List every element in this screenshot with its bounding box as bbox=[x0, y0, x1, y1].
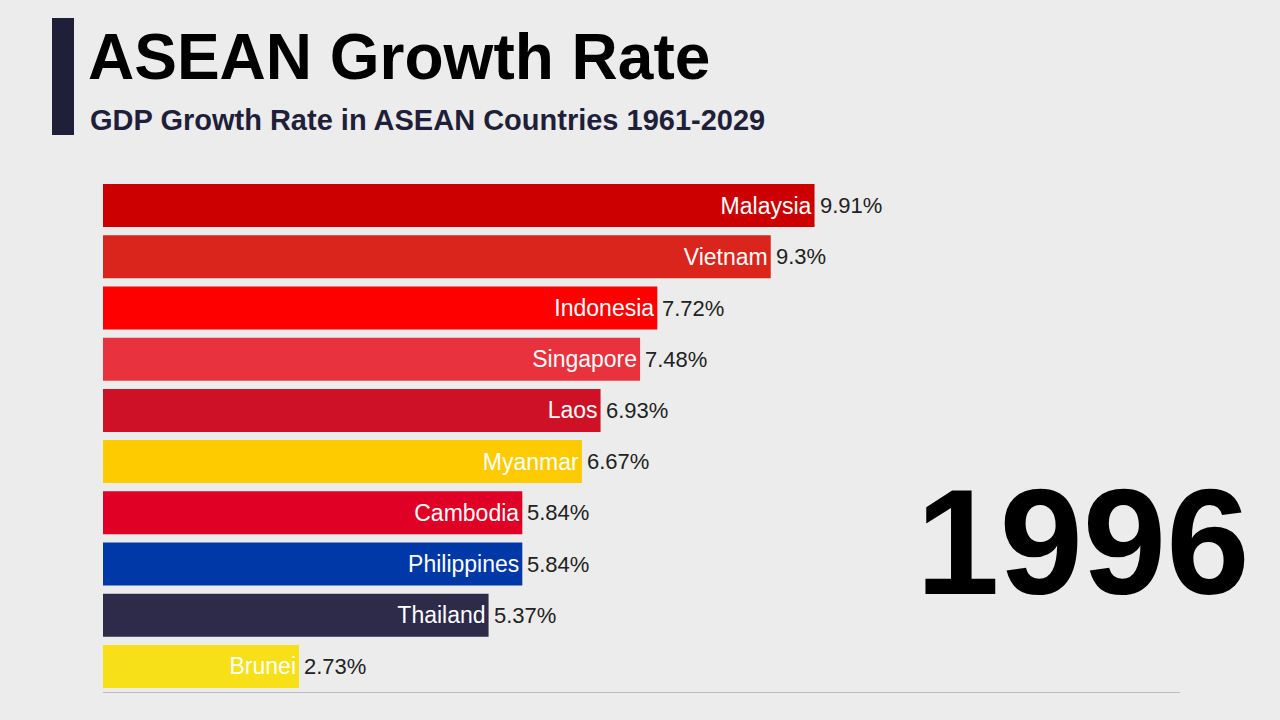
svg-text:1996: 1996 bbox=[916, 458, 1250, 626]
svg-text:6.93%: 6.93% bbox=[606, 398, 668, 423]
svg-text:9.91%: 9.91% bbox=[820, 193, 882, 218]
svg-text:5.37%: 5.37% bbox=[494, 603, 556, 628]
svg-text:9.3%: 9.3% bbox=[776, 244, 826, 269]
svg-text:Philippines: Philippines bbox=[408, 551, 519, 577]
svg-text:5.84%: 5.84% bbox=[527, 552, 589, 577]
svg-text:Cambodia: Cambodia bbox=[414, 500, 519, 526]
svg-text:7.72%: 7.72% bbox=[662, 296, 724, 321]
svg-text:GDP Growth Rate in ASEAN Count: GDP Growth Rate in ASEAN Countries 1961-… bbox=[90, 104, 765, 136]
svg-text:Malaysia: Malaysia bbox=[721, 193, 812, 219]
svg-text:Thailand: Thailand bbox=[397, 602, 485, 628]
svg-text:Brunei: Brunei bbox=[230, 653, 296, 679]
svg-text:ASEAN Growth Rate: ASEAN Growth Rate bbox=[88, 21, 710, 93]
svg-text:Myanmar: Myanmar bbox=[483, 449, 579, 475]
svg-text:Indonesia: Indonesia bbox=[554, 295, 654, 321]
svg-text:Vietnam: Vietnam bbox=[684, 244, 768, 270]
svg-text:Singapore: Singapore bbox=[532, 346, 637, 372]
svg-text:2.73%: 2.73% bbox=[304, 654, 366, 679]
svg-text:6.67%: 6.67% bbox=[587, 449, 649, 474]
svg-text:7.48%: 7.48% bbox=[645, 347, 707, 372]
svg-text:Laos: Laos bbox=[548, 397, 598, 423]
svg-text:5.84%: 5.84% bbox=[527, 500, 589, 525]
